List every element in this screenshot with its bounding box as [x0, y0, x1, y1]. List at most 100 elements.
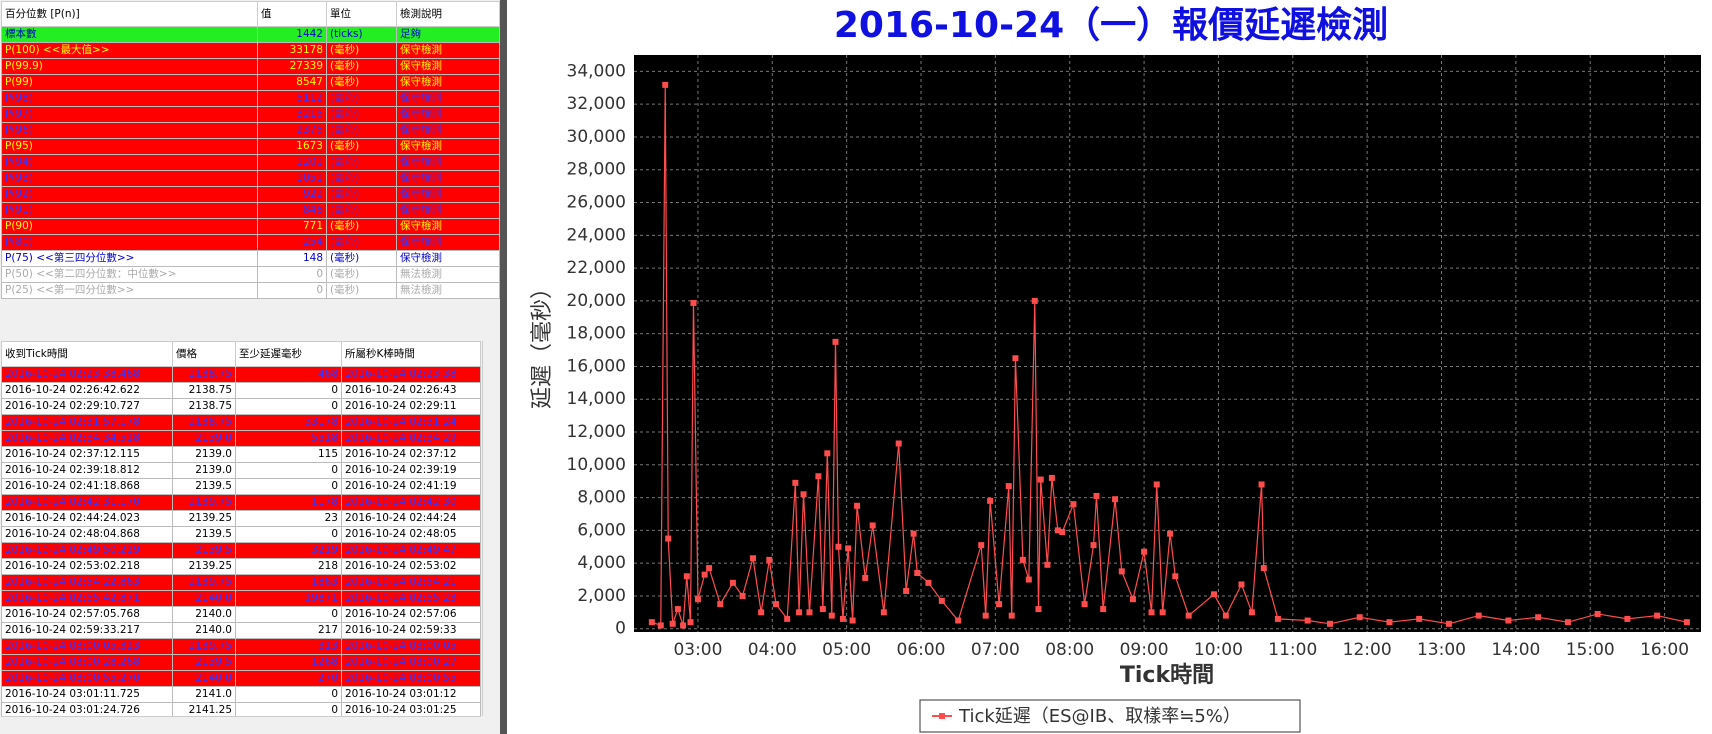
column-header: 單位	[326, 1, 397, 27]
table-cell: 2016-10-24 02:39:19	[341, 462, 481, 479]
percentile-table: 百分位數 [P(n)] 值單位 檢測說明 標本數 1442 (ticks) 足夠 P(100)…	[1, 1, 500, 299]
table-cell: 2016-10-24 03:01:24.726	[1, 702, 173, 716]
table-cell: 2016-10-24 03:00:55	[341, 670, 481, 687]
table-cell: 標本數	[1, 26, 258, 43]
point	[800, 491, 807, 498]
table-cell: 2016-10-24 02:57:06	[341, 606, 481, 623]
table-cell: 2139.25	[172, 510, 236, 527]
point	[1167, 530, 1174, 537]
x-tick-label: 03:00	[673, 640, 722, 660]
table-cell: 2016-10-24 03:00:55.270	[1, 670, 173, 687]
table-cell: 2016-10-24 02:26:42.622	[1, 382, 173, 399]
point	[1159, 609, 1166, 616]
x-tick-label: 10:00	[1194, 640, 1243, 660]
table-cell: 771	[257, 218, 327, 235]
table-cell: 2016-10-24 02:34:29	[341, 430, 481, 447]
table-cell: 保守檢測	[396, 58, 500, 75]
table-row: P(25) <<第一四分位數>> 0 (毫秒) 無法檢測	[1, 282, 500, 299]
point	[749, 555, 756, 562]
table-cell: P(95)	[1, 138, 258, 155]
table-cell: 2016-10-24 02:31:24	[341, 414, 481, 431]
table-cell: 5518	[235, 430, 342, 447]
table-cell: 1201	[257, 154, 327, 171]
table-cell: 0	[235, 398, 342, 415]
y-tick-label: 8,000	[577, 488, 626, 508]
x-tick-label: 11:00	[1268, 640, 1317, 660]
table-cell: P(92)	[1, 186, 258, 203]
table-cell: 保守檢測	[396, 186, 500, 203]
vertical-scrollbar[interactable]	[482, 341, 500, 716]
x-tick-label: 13:00	[1417, 640, 1466, 660]
tick-table: 收到Tick時間 價格 至少延遲毫秒 所屬秒K棒時間 2016-10-24 02:23:…	[1, 341, 481, 716]
point	[1445, 620, 1452, 627]
legend-marker	[939, 713, 945, 719]
point	[1035, 606, 1042, 613]
point	[862, 574, 869, 581]
table-row: P(99.9) 27339 (毫秒) 保守檢測	[1, 58, 500, 75]
table-cell: 保守檢測	[396, 138, 500, 155]
table-cell: 保守檢測	[396, 106, 500, 123]
point	[1386, 619, 1393, 626]
table-cell: 115	[235, 446, 342, 463]
table-cell: P(75) <<第三四分位數>>	[1, 250, 258, 267]
table-cell: 217	[235, 622, 342, 639]
table-cell: 2016-10-24 03:01:11.725	[1, 686, 173, 703]
table-cell: 270	[235, 670, 342, 687]
point	[1222, 612, 1229, 619]
column-header: 百分位數 [P(n)]	[1, 1, 258, 27]
table-cell: 0	[235, 526, 342, 543]
point	[701, 571, 708, 578]
table-cell: 2138.75	[172, 366, 236, 383]
y-tick-label: 34,000	[567, 61, 626, 81]
point	[815, 473, 822, 480]
y-tick-label: 12,000	[567, 422, 626, 442]
y-axis-label: 延遲（毫秒）	[530, 277, 555, 409]
point	[914, 569, 921, 576]
point	[1326, 620, 1333, 627]
x-axis-label: Tick時間	[1120, 663, 1214, 688]
point	[1054, 527, 1061, 534]
point	[1416, 615, 1423, 622]
table-cell: P(94)	[1, 154, 258, 171]
table-cell: 2016-10-24 02:53:02	[341, 558, 481, 575]
table-cell: (ticks)	[326, 26, 397, 43]
table-cell: 0	[235, 686, 342, 703]
table-row: 2016-10-24 03:00:05.313 2139.75 313 2016-10…	[1, 638, 481, 655]
table-row: P(97) 3215 (毫秒) 保守檢測	[1, 106, 500, 123]
table-cell: 保守檢測	[396, 90, 500, 107]
table-cell: 2016-10-24 03:00:28.268	[1, 654, 173, 671]
table-cell: 2016-10-24 02:44:24	[341, 510, 481, 527]
table-cell: 2140.0	[172, 622, 236, 639]
table-cell: 2138.75	[172, 398, 236, 415]
legend-label: Tick延遲（ES@IB、取樣率≒5%）	[958, 706, 1241, 727]
point	[669, 620, 676, 627]
table-cell: 保守檢測	[396, 154, 500, 171]
point	[1070, 501, 1077, 508]
table-row: 2016-10-24 02:53:02.218 2139.25 218 2016-10…	[1, 558, 481, 575]
point	[1100, 606, 1107, 613]
table-row: 2016-10-24 02:59:33.217 2140.0 217 2016-10-…	[1, 622, 481, 639]
y-tick-label: 22,000	[567, 258, 626, 278]
legend	[919, 699, 1301, 733]
point	[662, 81, 669, 88]
table-cell: P(98)	[1, 90, 258, 107]
table-cell: 848	[257, 202, 327, 219]
table-row: 2016-10-24 03:01:24.726 2141.25 0 2016-10-2…	[1, 702, 481, 716]
table-cell: 3219	[235, 542, 342, 559]
table-cell: 2016-10-24 02:26:43	[341, 382, 481, 399]
table-cell: 2016-10-24 03:00:27	[341, 654, 481, 671]
x-tick-label: 16:00	[1640, 640, 1689, 660]
table-cell: 2016-10-24 03:01:12	[341, 686, 481, 703]
y-tick-label: 20,000	[567, 291, 626, 311]
table-row: 2016-10-24 02:29:10.727 2138.75 0 2016-10-2…	[1, 398, 481, 415]
splitter[interactable]	[500, 0, 507, 734]
column-header: 收到Tick時間	[1, 341, 173, 367]
table-row: 2016-10-24 02:39:18.812 2139.0 0 2016-10-24…	[1, 462, 481, 479]
table-cell: 2016-10-24 03:01:25	[341, 702, 481, 716]
table-cell: 1863	[235, 574, 342, 591]
column-header: 值	[257, 1, 327, 27]
column-header: 所屬秒K棒時間	[341, 341, 481, 367]
point	[694, 596, 701, 603]
horizontal-scrollbar[interactable]	[1, 716, 481, 734]
